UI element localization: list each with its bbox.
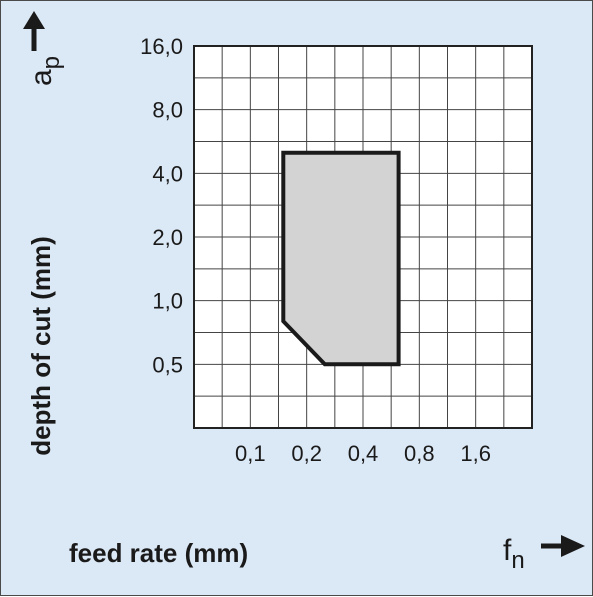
x-tick-label: 0,4	[348, 441, 379, 466]
operating-region	[281, 150, 401, 367]
y-tick-label: 0,5	[152, 352, 183, 377]
tick-labels: 0,1 0,2 0,4 0,8 1,6 0,5 1,0 2,0 4,0 8,0 16,0	[140, 34, 491, 466]
y-axis-label: depth of cut (mm)	[26, 236, 56, 456]
x-tick-label: 0,8	[404, 441, 435, 466]
y-tick-label: 16,0	[140, 34, 183, 59]
x-axis-arrow-icon	[541, 535, 585, 557]
plot-border	[193, 45, 533, 429]
y-tick-label: 4,0	[152, 161, 183, 186]
y-axis-arrow-icon	[23, 11, 45, 51]
x-tick-label: 0,2	[291, 441, 322, 466]
y-axis-symbol: ap	[25, 56, 65, 86]
x-tick-label: 1,6	[460, 441, 491, 466]
y-tick-label: 8,0	[152, 98, 183, 123]
x-tick-label: 0,1	[235, 441, 266, 466]
y-tick-label: 2,0	[152, 225, 183, 250]
x-axis-symbol: fn	[503, 534, 525, 574]
x-axis-label: feed rate (mm)	[69, 538, 248, 568]
y-tick-label: 1,0	[152, 289, 183, 314]
operating-region-group	[281, 150, 401, 367]
